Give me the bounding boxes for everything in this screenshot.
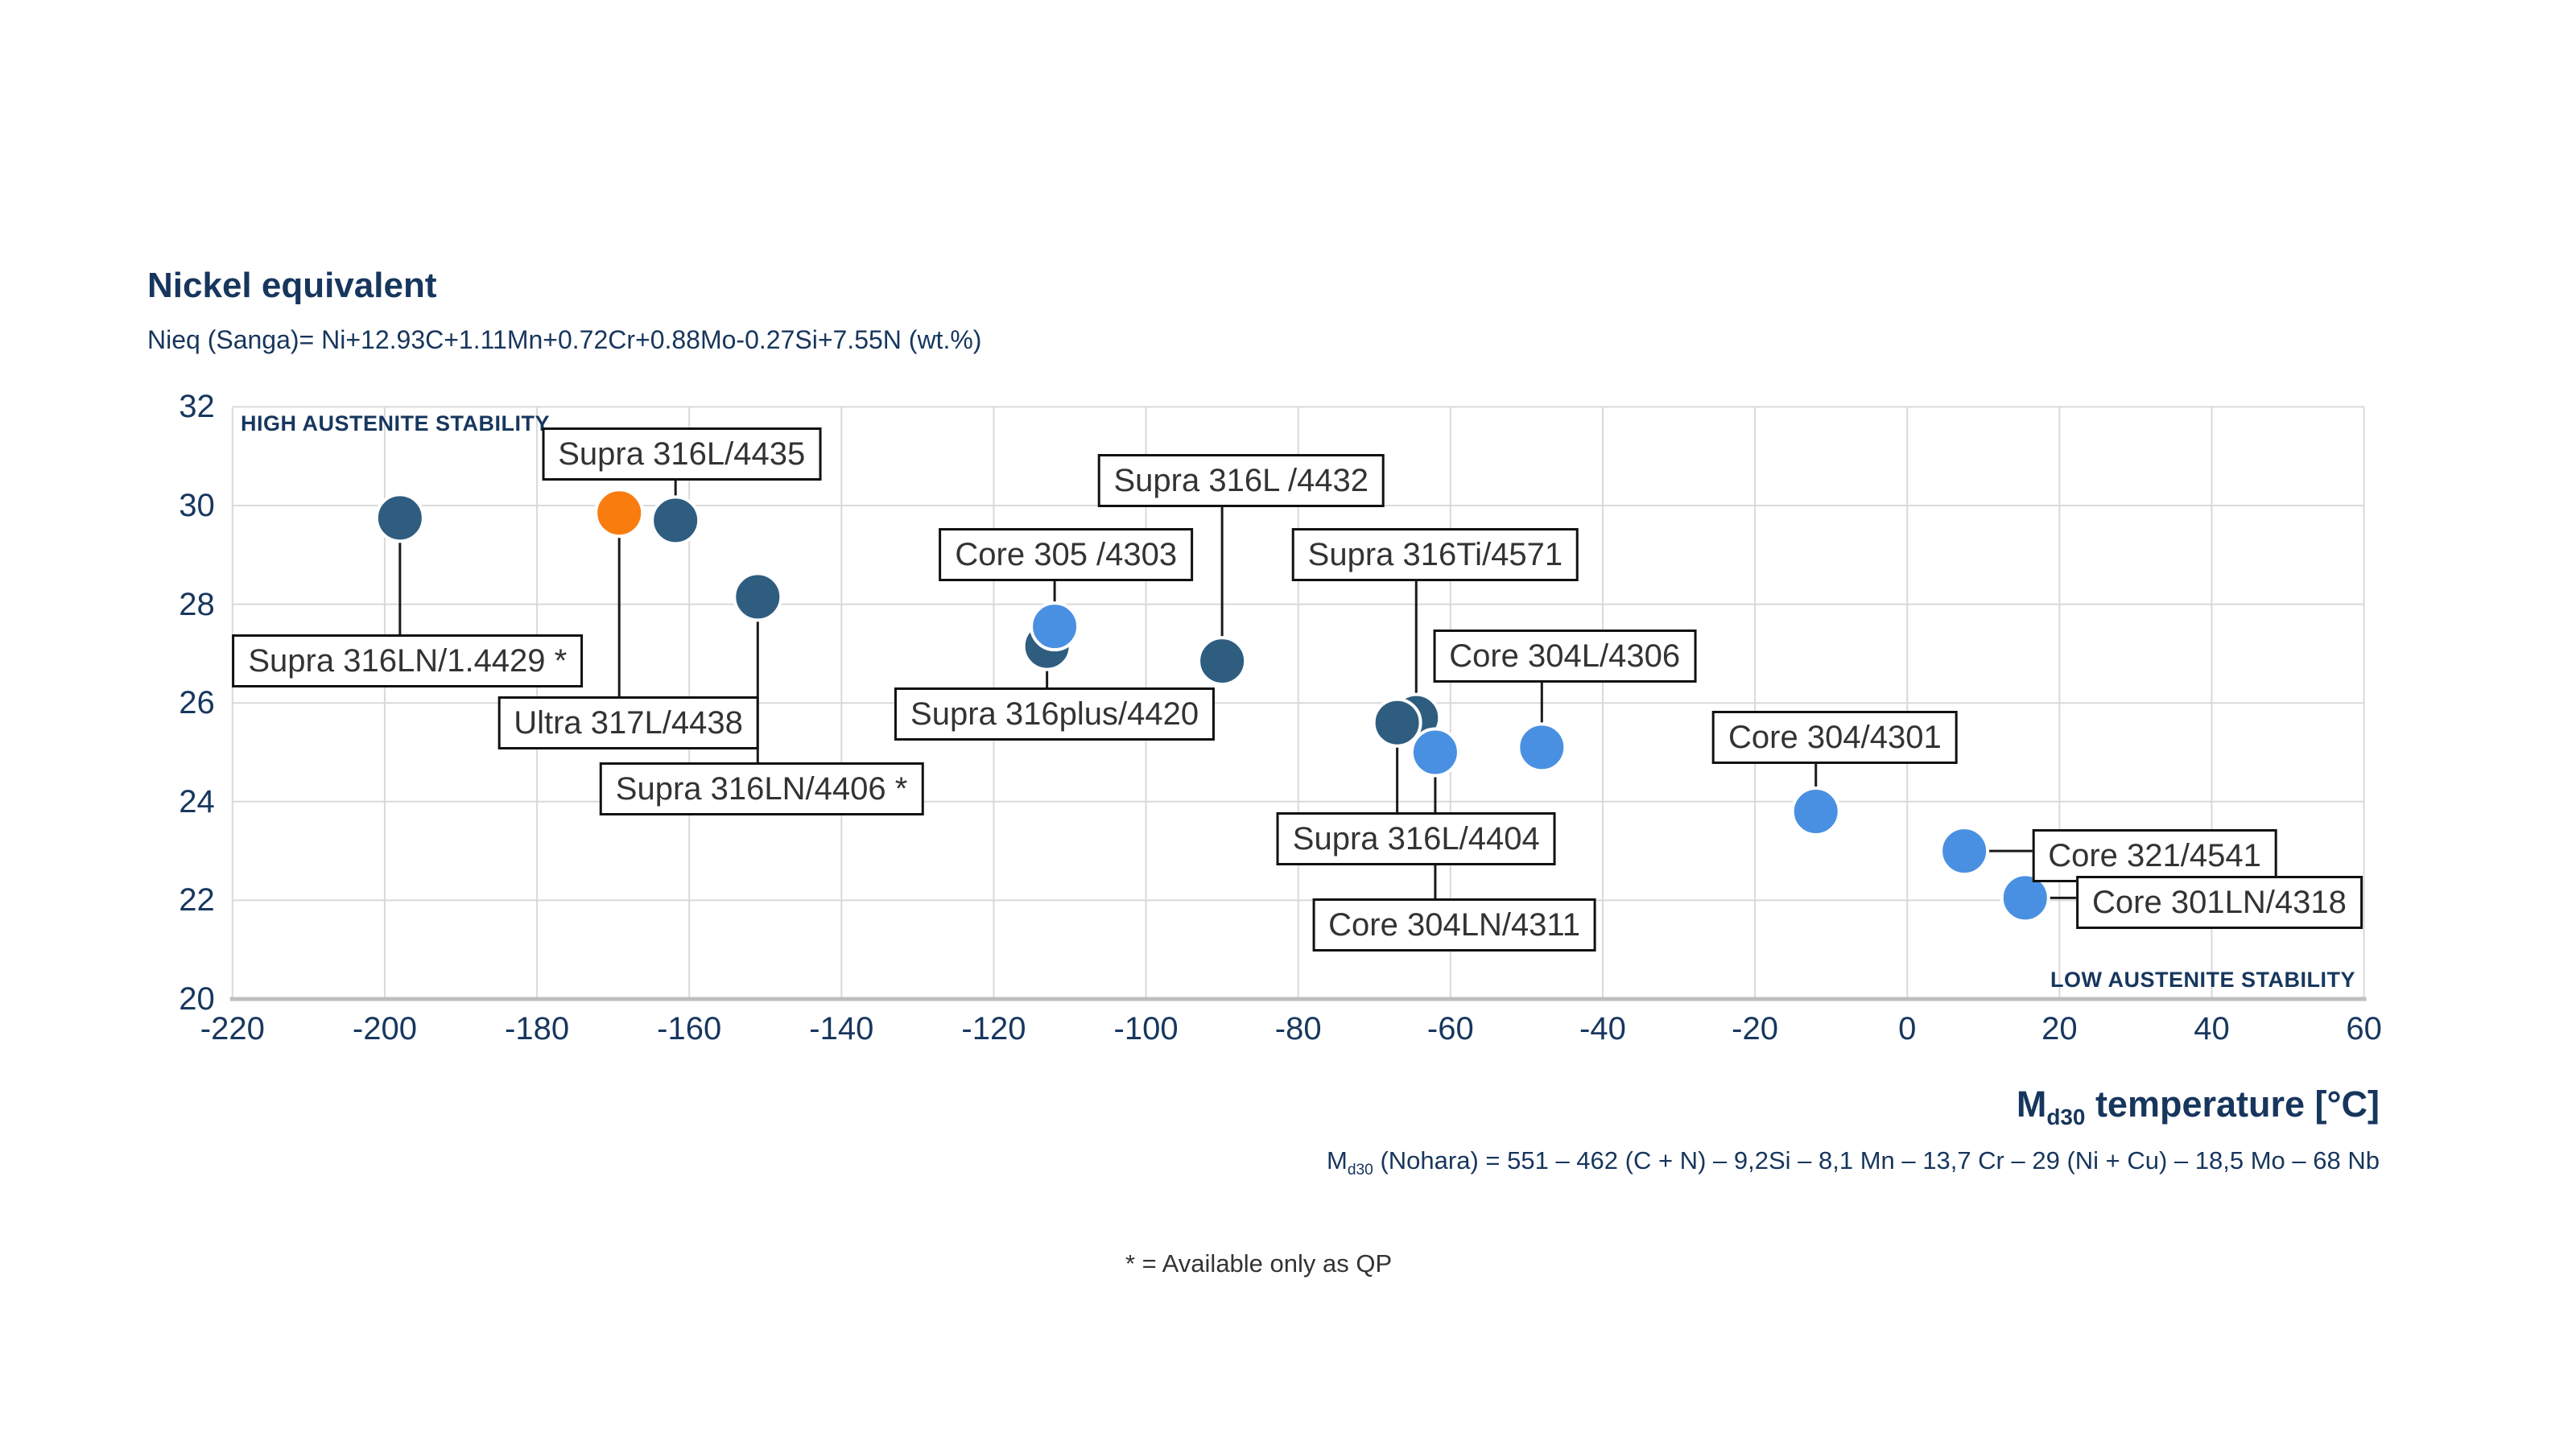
data-point: [1410, 727, 1460, 778]
x-tick-label: -20: [1732, 1011, 1778, 1046]
x-tick-label: -60: [1426, 1011, 1474, 1046]
y-tick-label: 22: [179, 882, 215, 919]
chart-title: Nickel equivalent: [147, 266, 437, 305]
grade-callout: Supra 316L/4404: [1276, 811, 1556, 865]
nieq-formula: Nieq (Sanga)= Ni+12.93C+1.11Mn+0.72Cr+0.…: [147, 325, 982, 354]
data-point: [733, 572, 783, 622]
grade-callout: Core 304LN/4311: [1312, 898, 1596, 952]
data-point: [1372, 697, 1422, 748]
x-axis-title: Md30 temperature [°C]: [2017, 1084, 2380, 1130]
x-tick-label: -200: [352, 1011, 417, 1046]
footnote: * = Available only as QP: [1125, 1249, 1393, 1278]
x-tick-label: -100: [1113, 1011, 1179, 1046]
grade-callout: Ultra 317L/4438: [497, 696, 759, 749]
data-point: [594, 488, 645, 539]
md30-nohara-formula: Md30 (Nohara) = 551 – 462 (C + N) – 9,2S…: [1327, 1146, 2380, 1179]
y-tick-label: 32: [179, 389, 215, 425]
x-tick-label: 60: [2346, 1011, 2382, 1046]
grade-callout: Supra 316plus/4420: [894, 687, 1216, 741]
grade-callout: Supra 316LN/1.4429 *: [232, 634, 584, 688]
data-point: [1790, 786, 1841, 837]
grade-callout: Core 304/4301: [1712, 711, 1958, 765]
high-austenite-stability-label: HIGH AUSTENITE STABILITY: [241, 411, 551, 436]
data-point: [650, 495, 701, 546]
x-axis-title-subscript: d30: [2046, 1104, 2086, 1129]
grade-callout: Core 304L/4306: [1433, 629, 1697, 683]
x-tick-label: 20: [2041, 1011, 2078, 1046]
data-point: [374, 493, 425, 543]
grade-callout: Core 321/4541: [2032, 829, 2277, 883]
x-tick-label: 40: [2194, 1011, 2230, 1046]
x-tick-label: -180: [505, 1011, 570, 1046]
data-point: [1030, 601, 1080, 652]
grade-callout: Core 305 /4303: [939, 528, 1194, 582]
data-point: [1197, 636, 1248, 687]
x-tick-label: -140: [809, 1011, 874, 1046]
grade-callout: Core 301LN/4318: [2076, 876, 2363, 930]
x-tick-label: -120: [961, 1011, 1026, 1046]
y-tick-label: 26: [179, 685, 215, 721]
md30-formula-main: M: [1326, 1146, 1348, 1174]
grade-callout: Supra 316Ti/4571: [1291, 528, 1579, 582]
x-axis-title-main: M: [2016, 1084, 2047, 1125]
x-tick-label: -80: [1274, 1011, 1322, 1046]
md30-formula-rest: (Nohara) = 551 – 462 (C + N) – 9,2Si – 8…: [1373, 1146, 2380, 1174]
md30-formula-subscript: d30: [1347, 1162, 1373, 1179]
x-tick-label: -220: [200, 1011, 265, 1046]
grade-callout: Supra 316L /4432: [1097, 454, 1385, 508]
y-tick-label: 20: [179, 981, 215, 1017]
x-tick-label: -40: [1579, 1011, 1626, 1046]
x-tick-label: 0: [1898, 1011, 1917, 1046]
data-point: [2000, 873, 2050, 923]
grade-callout: Supra 316L/4435: [542, 427, 822, 481]
grade-callout: Supra 316LN/4406 *: [599, 762, 924, 816]
data-point: [1517, 722, 1567, 773]
y-tick-label: 24: [179, 783, 215, 819]
y-tick-label: 28: [179, 586, 215, 622]
x-tick-label: -160: [657, 1011, 722, 1046]
y-tick-label: 30: [179, 488, 215, 523]
data-point: [1939, 826, 1990, 877]
x-axis-title-rest: temperature [°C]: [2085, 1084, 2380, 1125]
low-austenite-stability-label: LOW AUSTENITE STABILITY: [2050, 968, 2355, 992]
